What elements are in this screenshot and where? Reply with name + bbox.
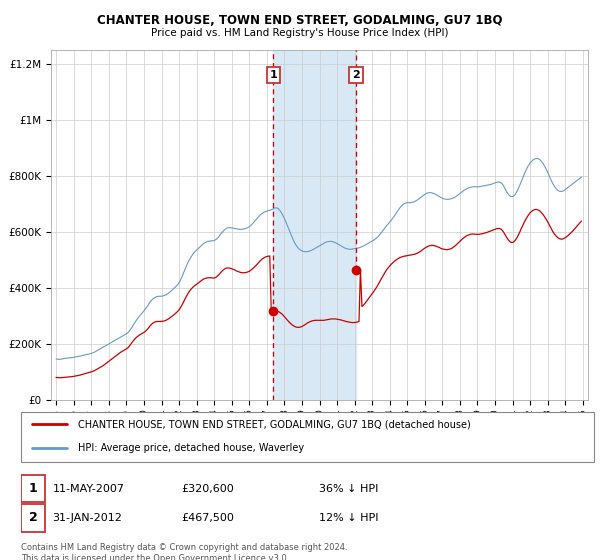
Text: 31-JAN-2012: 31-JAN-2012 bbox=[53, 513, 122, 522]
FancyBboxPatch shape bbox=[21, 475, 45, 502]
Text: 2: 2 bbox=[352, 70, 360, 80]
Text: 12% ↓ HPI: 12% ↓ HPI bbox=[319, 513, 379, 522]
Text: £467,500: £467,500 bbox=[181, 513, 235, 522]
Text: CHANTER HOUSE, TOWN END STREET, GODALMING, GU7 1BQ: CHANTER HOUSE, TOWN END STREET, GODALMIN… bbox=[97, 14, 503, 27]
FancyBboxPatch shape bbox=[21, 504, 45, 531]
Text: Price paid vs. HM Land Registry's House Price Index (HPI): Price paid vs. HM Land Registry's House … bbox=[151, 28, 449, 38]
Text: 36% ↓ HPI: 36% ↓ HPI bbox=[319, 484, 379, 493]
Bar bbox=[273, 50, 356, 400]
Text: 2: 2 bbox=[29, 511, 37, 524]
Text: Contains HM Land Registry data © Crown copyright and database right 2024.
This d: Contains HM Land Registry data © Crown c… bbox=[21, 543, 347, 560]
Text: 1: 1 bbox=[269, 70, 277, 80]
Text: 1: 1 bbox=[29, 482, 37, 495]
Text: 11-MAY-2007: 11-MAY-2007 bbox=[53, 484, 125, 493]
Text: HPI: Average price, detached house, Waverley: HPI: Average price, detached house, Wave… bbox=[79, 443, 304, 453]
Text: £320,600: £320,600 bbox=[181, 484, 234, 493]
Text: CHANTER HOUSE, TOWN END STREET, GODALMING, GU7 1BQ (detached house): CHANTER HOUSE, TOWN END STREET, GODALMIN… bbox=[79, 419, 471, 429]
FancyBboxPatch shape bbox=[21, 412, 594, 462]
